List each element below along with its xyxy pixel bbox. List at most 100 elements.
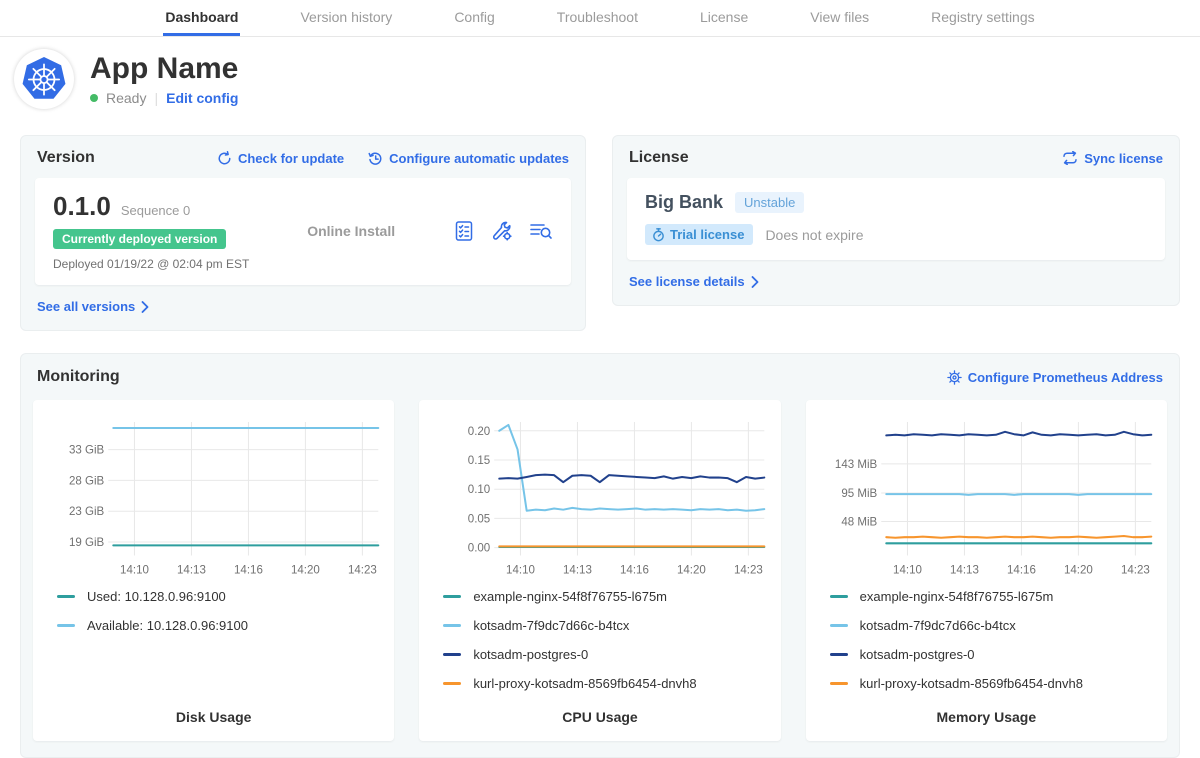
edit-config-link[interactable]: Edit config [166,90,238,106]
refresh-icon [217,151,232,166]
svg-text:14:13: 14:13 [563,565,592,577]
svg-text:14:20: 14:20 [291,565,320,577]
gear-icon [947,370,962,385]
legend-color-dash [443,624,461,627]
svg-text:14:16: 14:16 [234,565,263,577]
see-license-details-link[interactable]: See license details [629,274,759,289]
ready-status-dot [90,94,98,102]
edit-config-wrench-icon[interactable] [491,220,513,242]
legend-color-dash [443,595,461,598]
tab-registry-settings[interactable]: Registry settings [929,0,1036,36]
charts-row: 33 GiB28 GiB23 GiB19 GiB14:1014:1314:161… [21,400,1179,741]
svg-text:23 GiB: 23 GiB [69,506,105,518]
app-header: App Name Ready | Edit config [0,37,1200,119]
legend-label: kotsadm-postgres-0 [473,647,588,662]
tab-troubleshoot[interactable]: Troubleshoot [555,0,640,36]
install-type-label: Online Install [307,223,395,239]
version-card: Version Check for update Configure au [20,135,586,331]
disk-usage-legend: Used: 10.128.0.96:9100 Available: 10.128.… [57,589,386,647]
svg-text:14:16: 14:16 [620,565,649,577]
top-navigation: Dashboard Version history Config Troublesho… [0,0,1200,37]
svg-text:48 MiB: 48 MiB [841,516,877,528]
svg-text:0.05: 0.05 [468,513,490,525]
tab-license[interactable]: License [698,0,750,36]
svg-text:14:20: 14:20 [1064,565,1093,577]
cpu-usage-legend: example-nginx-54f8f76755-l675m kotsadm-7f… [443,589,772,705]
clock-update-icon [368,151,383,166]
configure-prometheus-link[interactable]: Configure Prometheus Address [947,370,1163,385]
license-card: License Sync license Big Bank Unstable [612,135,1180,306]
memory-usage-chart: 143 MiB 95 MiB 48 MiB 14:10 14:13 14:16 14:20 1… [814,410,1159,581]
legend-color-dash [830,595,848,598]
svg-text:143 MiB: 143 MiB [835,459,878,471]
legend-label: example-nginx-54f8f76755-l675m [473,589,667,604]
svg-text:14:23: 14:23 [1121,565,1150,577]
disk-usage-chart-card: 33 GiB28 GiB23 GiB19 GiB14:1014:1314:161… [33,400,394,741]
tab-config[interactable]: Config [452,0,496,36]
legend-item: Available: 10.128.0.96:9100 [57,618,386,633]
legend-label: kotsadm-7f9dc7d66c-b4tcx [473,618,629,633]
disk-usage-chart: 33 GiB28 GiB23 GiB19 GiB14:1014:1314:161… [41,410,386,581]
app-logo [14,49,74,109]
svg-text:14:13: 14:13 [177,565,206,577]
legend-item: kotsadm-postgres-0 [830,647,1159,662]
memory-usage-legend: example-nginx-54f8f76755-l675mkotsadm-7f… [830,589,1159,705]
legend-label: kotsadm-postgres-0 [860,647,975,662]
license-details-card: Big Bank Unstable Trial license Do [627,178,1165,260]
svg-text:14:10: 14:10 [893,565,922,577]
cpu-usage-chart-card: 0.200.150.100.050.0014:1014:1314:1614:20… [419,400,780,741]
check-for-update-link[interactable]: Check for update [217,151,344,166]
svg-text:14:13: 14:13 [950,565,979,577]
tab-version-history[interactable]: Version history [298,0,394,36]
svg-text:14:10: 14:10 [506,565,535,577]
legend-color-dash [443,653,461,656]
expiry-text: Does not expire [765,227,863,243]
deployed-version-card: 0.1.0 Sequence 0 Currently deployed vers… [35,178,571,285]
configure-automatic-updates-link[interactable]: Configure automatic updates [368,151,569,166]
customer-name: Big Bank [645,192,723,213]
legend-item: kotsadm-postgres-0 [443,647,772,662]
tab-view-files[interactable]: View files [808,0,871,36]
legend-item: Used: 10.128.0.96:9100 [57,589,386,604]
svg-text:14:16: 14:16 [1007,565,1036,577]
license-card-title: License [629,149,689,167]
sequence-label: Sequence 0 [121,203,190,218]
svg-text:0.15: 0.15 [468,455,490,467]
legend-item: kurl-proxy-kotsadm-8569fb6454-dnvh8 [443,676,772,691]
monitoring-section: Monitoring Configure Prometheus Address … [20,353,1180,758]
deployed-timestamp: Deployed 01/19/22 @ 02:04 pm EST [53,257,249,271]
status-text: Ready [106,90,146,106]
cpu-usage-chart: 0.200.150.100.050.0014:1014:1314:1614:20… [427,410,772,581]
version-number: 0.1.0 [53,191,111,222]
memory-usage-title: Memory Usage [814,709,1159,729]
legend-item: kurl-proxy-kotsadm-8569fb6454-dnvh8 [830,676,1159,691]
svg-text:0.10: 0.10 [468,484,490,496]
preflight-checks-icon[interactable] [453,220,475,242]
disk-usage-title: Disk Usage [41,709,386,729]
divider: | [154,90,158,106]
legend-item: example-nginx-54f8f76755-l675m [443,589,772,604]
svg-text:0.00: 0.00 [468,543,490,555]
channel-badge: Unstable [735,192,804,213]
legend-color-dash [830,682,848,685]
trial-license-badge: Trial license [645,224,753,245]
legend-label: kotsadm-7f9dc7d66c-b4tcx [860,618,1016,633]
version-card-title: Version [37,149,95,167]
svg-text:0.20: 0.20 [468,426,490,438]
legend-label: kurl-proxy-kotsadm-8569fb6454-dnvh8 [473,676,696,691]
legend-color-dash [443,682,461,685]
monitoring-title: Monitoring [37,368,120,386]
legend-item: kotsadm-7f9dc7d66c-b4tcx [443,618,772,633]
legend-color-dash [57,624,75,627]
sync-icon [1062,151,1078,165]
sync-license-link[interactable]: Sync license [1062,151,1163,166]
tab-dashboard[interactable]: Dashboard [163,0,240,36]
svg-text:95 MiB: 95 MiB [841,488,877,500]
see-all-versions-link[interactable]: See all versions [37,299,149,314]
chevron-right-icon [751,276,759,288]
svg-text:14:23: 14:23 [734,565,763,577]
view-logs-icon[interactable] [529,220,553,242]
legend-item: kotsadm-7f9dc7d66c-b4tcx [830,618,1159,633]
legend-label: Used: 10.128.0.96:9100 [87,589,226,604]
legend-color-dash [57,595,75,598]
